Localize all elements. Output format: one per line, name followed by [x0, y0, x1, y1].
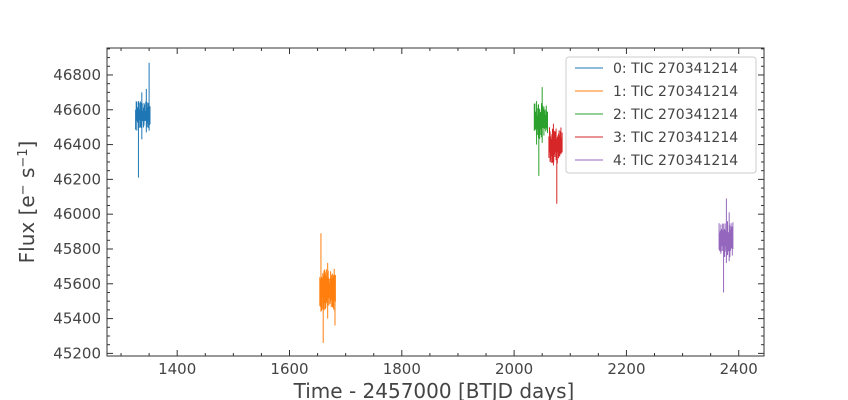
x-tick-label: 1600: [270, 360, 308, 378]
x-tick-label: 2400: [720, 360, 758, 378]
y-tick-label: 46000: [53, 205, 101, 223]
legend: 0: TIC 270341214 1: TIC 270341214 2: TIC 2…: [565, 56, 757, 174]
series-3-line: [548, 123, 563, 204]
y-tick-label: 46200: [53, 170, 101, 188]
y-tick-label: 45400: [53, 310, 101, 328]
legend-label-1: 1: TIC 270341214: [613, 84, 738, 100]
y-tick-label: 46400: [53, 136, 101, 154]
series-layer: [135, 62, 734, 343]
x-tick-label: 2000: [495, 360, 533, 378]
legend-label-0: 0: TIC 270341214: [613, 61, 738, 77]
x-tick-label: 1800: [383, 360, 421, 378]
x-tick-label: 1400: [158, 360, 196, 378]
y-axis-label: Flux [e− s−1]: [15, 141, 39, 264]
legend-label-4: 4: TIC 270341214: [613, 153, 738, 169]
y-tick-label: 45600: [53, 275, 101, 293]
legend-label-2: 2: TIC 270341214: [613, 107, 738, 123]
x-axis-label: Time - 2457000 [BTJD days]: [293, 379, 575, 400]
x-tick-label: 2200: [607, 360, 645, 378]
y-tick-label: 45200: [53, 344, 101, 362]
ticks-layer: 1400 1600 1800 2000 2200 2400 45200 45400 45600 4…: [53, 48, 764, 378]
series-1-line: [319, 233, 336, 343]
legend-label-3: 3: TIC 270341214: [613, 130, 738, 146]
y-tick-label: 46800: [53, 66, 101, 84]
legend-box: [565, 56, 757, 174]
y-tick-label: 46600: [53, 101, 101, 119]
series-0-line: [135, 62, 151, 178]
series-2-line: [533, 87, 548, 176]
series-4-line: [718, 198, 734, 293]
y-tick-label: 45800: [53, 240, 101, 258]
